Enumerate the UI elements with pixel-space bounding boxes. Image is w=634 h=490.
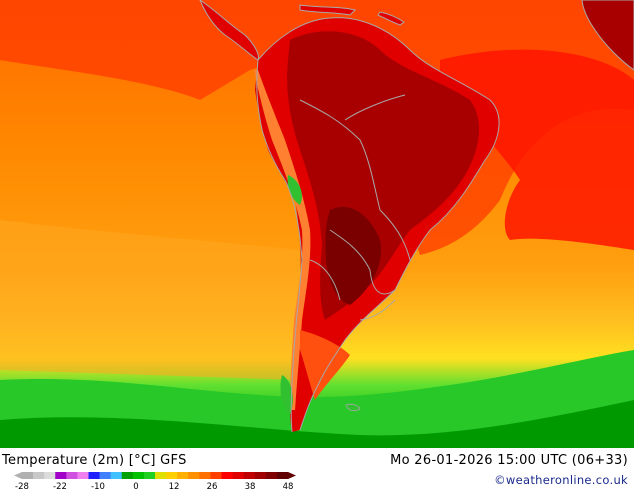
legend-tick-label: 0 xyxy=(133,482,138,490)
legend-swatches xyxy=(14,472,296,479)
legend-swatch xyxy=(243,472,256,479)
color-legend: -28 -22 -10 0 12 26 38 48 xyxy=(14,472,296,490)
pacific-mild-zone xyxy=(0,220,300,380)
legend-swatch xyxy=(55,472,67,479)
legend-ticks: -28 -22 -10 0 12 26 38 48 xyxy=(15,482,293,490)
legend-swatch xyxy=(199,472,211,479)
legend-swatch xyxy=(188,472,200,479)
legend-swatch xyxy=(88,472,100,479)
legend-swatch xyxy=(177,472,189,479)
patagonia-warm-zone xyxy=(300,330,350,400)
credit-link[interactable]: ©weatheronline.co.uk xyxy=(494,473,628,487)
chaco-hottest-zone xyxy=(325,206,381,305)
legend-swatch xyxy=(143,472,156,479)
legend-tick-label: -10 xyxy=(91,482,105,490)
central-america-land xyxy=(199,0,259,61)
legend-swatch xyxy=(33,472,45,479)
legend-swatch xyxy=(66,472,78,479)
map-title: Temperature (2m) [°C] GFS xyxy=(2,453,187,468)
legend-swatch xyxy=(210,472,222,479)
temperature-map xyxy=(0,0,634,448)
legend-swatch xyxy=(254,472,267,479)
legend-tick-label: 38 xyxy=(245,482,256,490)
falkland-islands xyxy=(345,403,361,412)
legend-tick-label: 12 xyxy=(169,482,180,490)
legend-swatch xyxy=(22,472,34,479)
patagonia-cold-patch xyxy=(280,375,293,415)
legend-swatch xyxy=(155,472,167,479)
legend-swatch xyxy=(121,472,134,479)
legend-arrow-left xyxy=(14,472,22,479)
southern-coldest-zone xyxy=(0,400,634,448)
legend-swatch xyxy=(166,472,178,479)
map-footer: Temperature (2m) [°C] GFS Mo 26-01-2026 … xyxy=(0,448,634,490)
legend-tick-label: 26 xyxy=(207,482,218,490)
legend-tick-label: 48 xyxy=(283,482,294,490)
legend-swatch xyxy=(232,472,244,479)
caribbean-islands xyxy=(299,4,405,26)
legend-swatch xyxy=(132,472,145,479)
legend-swatch xyxy=(77,472,89,479)
andes-cold-patch xyxy=(287,175,302,205)
legend-swatch xyxy=(44,472,56,479)
legend-swatch xyxy=(221,472,233,479)
africa-land xyxy=(581,0,634,71)
legend-swatch xyxy=(265,472,278,479)
legend-tick-label: -22 xyxy=(53,482,67,490)
legend-tick-label: -28 xyxy=(15,482,29,490)
legend-swatch xyxy=(276,472,289,479)
legend-swatch xyxy=(110,472,123,479)
country-borders xyxy=(256,17,500,433)
legend-arrow-right xyxy=(288,472,296,479)
forecast-datetime: Mo 26-01-2026 15:00 UTC (06+33) xyxy=(390,453,628,468)
legend-swatch xyxy=(99,472,111,479)
